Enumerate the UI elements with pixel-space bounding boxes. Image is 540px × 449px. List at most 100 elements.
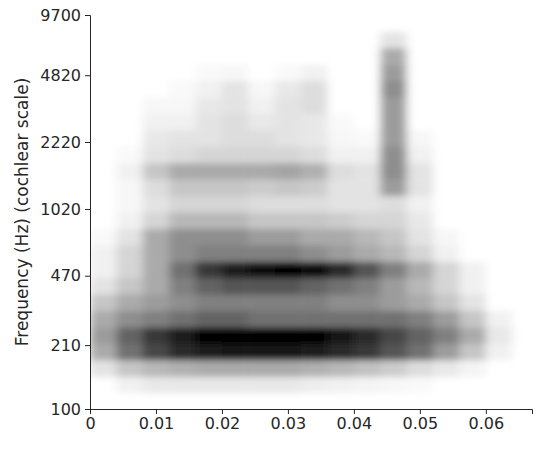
heatmap-cell: [248, 294, 275, 311]
heatmap-cell: [354, 113, 381, 130]
heatmap-cell: [196, 15, 223, 32]
heatmap-cell: [301, 81, 328, 98]
heatmap-cell: [143, 15, 170, 32]
x-axis: 00.010.020.030.040.050.06: [85, 409, 532, 433]
heatmap-cell: [143, 393, 170, 409]
heatmap-cell: [222, 130, 249, 147]
heatmap-cell: [116, 228, 143, 245]
heatmap-cell: [407, 179, 434, 196]
heatmap-cell: [354, 245, 381, 262]
heatmap-cell: [196, 64, 223, 81]
heatmap-cell: [143, 179, 170, 196]
heatmap-cell: [354, 64, 381, 81]
heatmap-cell: [327, 97, 354, 114]
heatmap-cell: [248, 97, 275, 114]
heatmap-cell: [222, 179, 249, 196]
heatmap-cell: [143, 212, 170, 229]
heatmap-cell: [407, 245, 434, 262]
heatmap-cell: [486, 31, 513, 48]
heatmap-cell: [169, 48, 196, 65]
heatmap-cell: [407, 294, 434, 311]
heatmap-cell: [433, 245, 460, 262]
heatmap-cell: [169, 81, 196, 98]
heatmap-cell: [486, 327, 513, 344]
heatmap-cell: [407, 163, 434, 180]
heatmap-cell: [169, 179, 196, 196]
heatmap-cell: [275, 261, 302, 278]
heatmap-cell: [248, 278, 275, 295]
heatmap-cell: [512, 343, 532, 360]
heatmap-cell: [459, 343, 486, 360]
heatmap-cell: [354, 393, 381, 409]
heatmap-cell: [222, 97, 249, 114]
tick-mark: [85, 75, 90, 76]
heatmap-cell: [512, 146, 532, 163]
heatmap-cell: [90, 393, 117, 409]
heatmap-cell: [143, 360, 170, 377]
heatmap-cell: [407, 31, 434, 48]
tick: 2220: [40, 133, 90, 152]
heatmap-cell: [222, 278, 249, 295]
heatmap-cell: [222, 376, 249, 393]
heatmap-cell: [459, 376, 486, 393]
heatmap-cell: [248, 245, 275, 262]
heatmap-cell: [354, 278, 381, 295]
tick: 1020: [40, 200, 90, 219]
heatmap-cell: [275, 163, 302, 180]
heatmap-cell: [169, 327, 196, 344]
heatmap-cell: [196, 310, 223, 327]
heatmap-cell: [512, 228, 532, 245]
heatmap-cell: [327, 310, 354, 327]
heatmap-cell: [486, 212, 513, 229]
heatmap-cell: [301, 327, 328, 344]
heatmap-cell: [380, 310, 407, 327]
heatmap-cell: [248, 212, 275, 229]
heatmap-cell: [169, 343, 196, 360]
heatmap-cell: [275, 196, 302, 213]
heatmap-cell: [380, 360, 407, 377]
tick-label: 0.06: [469, 414, 505, 433]
heatmap-cell: [354, 261, 381, 278]
heatmap-cell: [407, 261, 434, 278]
tick-mark: [85, 409, 90, 410]
heatmap-cell: [169, 261, 196, 278]
heatmap-cell: [433, 327, 460, 344]
heatmap-cell: [512, 31, 532, 48]
heatmap-cell: [116, 81, 143, 98]
heatmap-cell: [459, 327, 486, 344]
heatmap-cell: [407, 146, 434, 163]
heatmap-cell: [222, 48, 249, 65]
heatmap-cell: [512, 376, 532, 393]
heatmap-cell: [433, 343, 460, 360]
heatmap-cell: [143, 327, 170, 344]
heatmap-cell: [90, 81, 117, 98]
heatmap-cell: [354, 196, 381, 213]
heatmap-cell: [301, 48, 328, 65]
heatmap-cell: [459, 212, 486, 229]
tick: 0.01: [139, 409, 175, 433]
tick-label: 100: [50, 400, 81, 419]
heatmap-cell: [90, 64, 117, 81]
heatmap-cell: [407, 15, 434, 32]
tick-label: 9700: [40, 6, 81, 25]
heatmap-cell: [116, 64, 143, 81]
heatmap-cell: [433, 15, 460, 32]
heatmap-cell: [433, 163, 460, 180]
heatmap-cell: [248, 310, 275, 327]
heatmap-cell: [380, 81, 407, 98]
heatmap-cell: [459, 245, 486, 262]
heatmap-cell: [301, 261, 328, 278]
heatmap-cell: [90, 343, 117, 360]
heatmap-cell: [380, 48, 407, 65]
heatmap-cell: [90, 113, 117, 130]
heatmap-cell: [380, 163, 407, 180]
heatmap-cell: [143, 310, 170, 327]
heatmap-cell: [433, 393, 460, 409]
tick: 100: [50, 400, 90, 419]
heatmap-cell: [248, 179, 275, 196]
heatmap-cell: [486, 48, 513, 65]
heatmap-cell: [248, 196, 275, 213]
heatmap-cell: [380, 393, 407, 409]
heatmap-cell: [407, 343, 434, 360]
heatmap-cell: [380, 196, 407, 213]
